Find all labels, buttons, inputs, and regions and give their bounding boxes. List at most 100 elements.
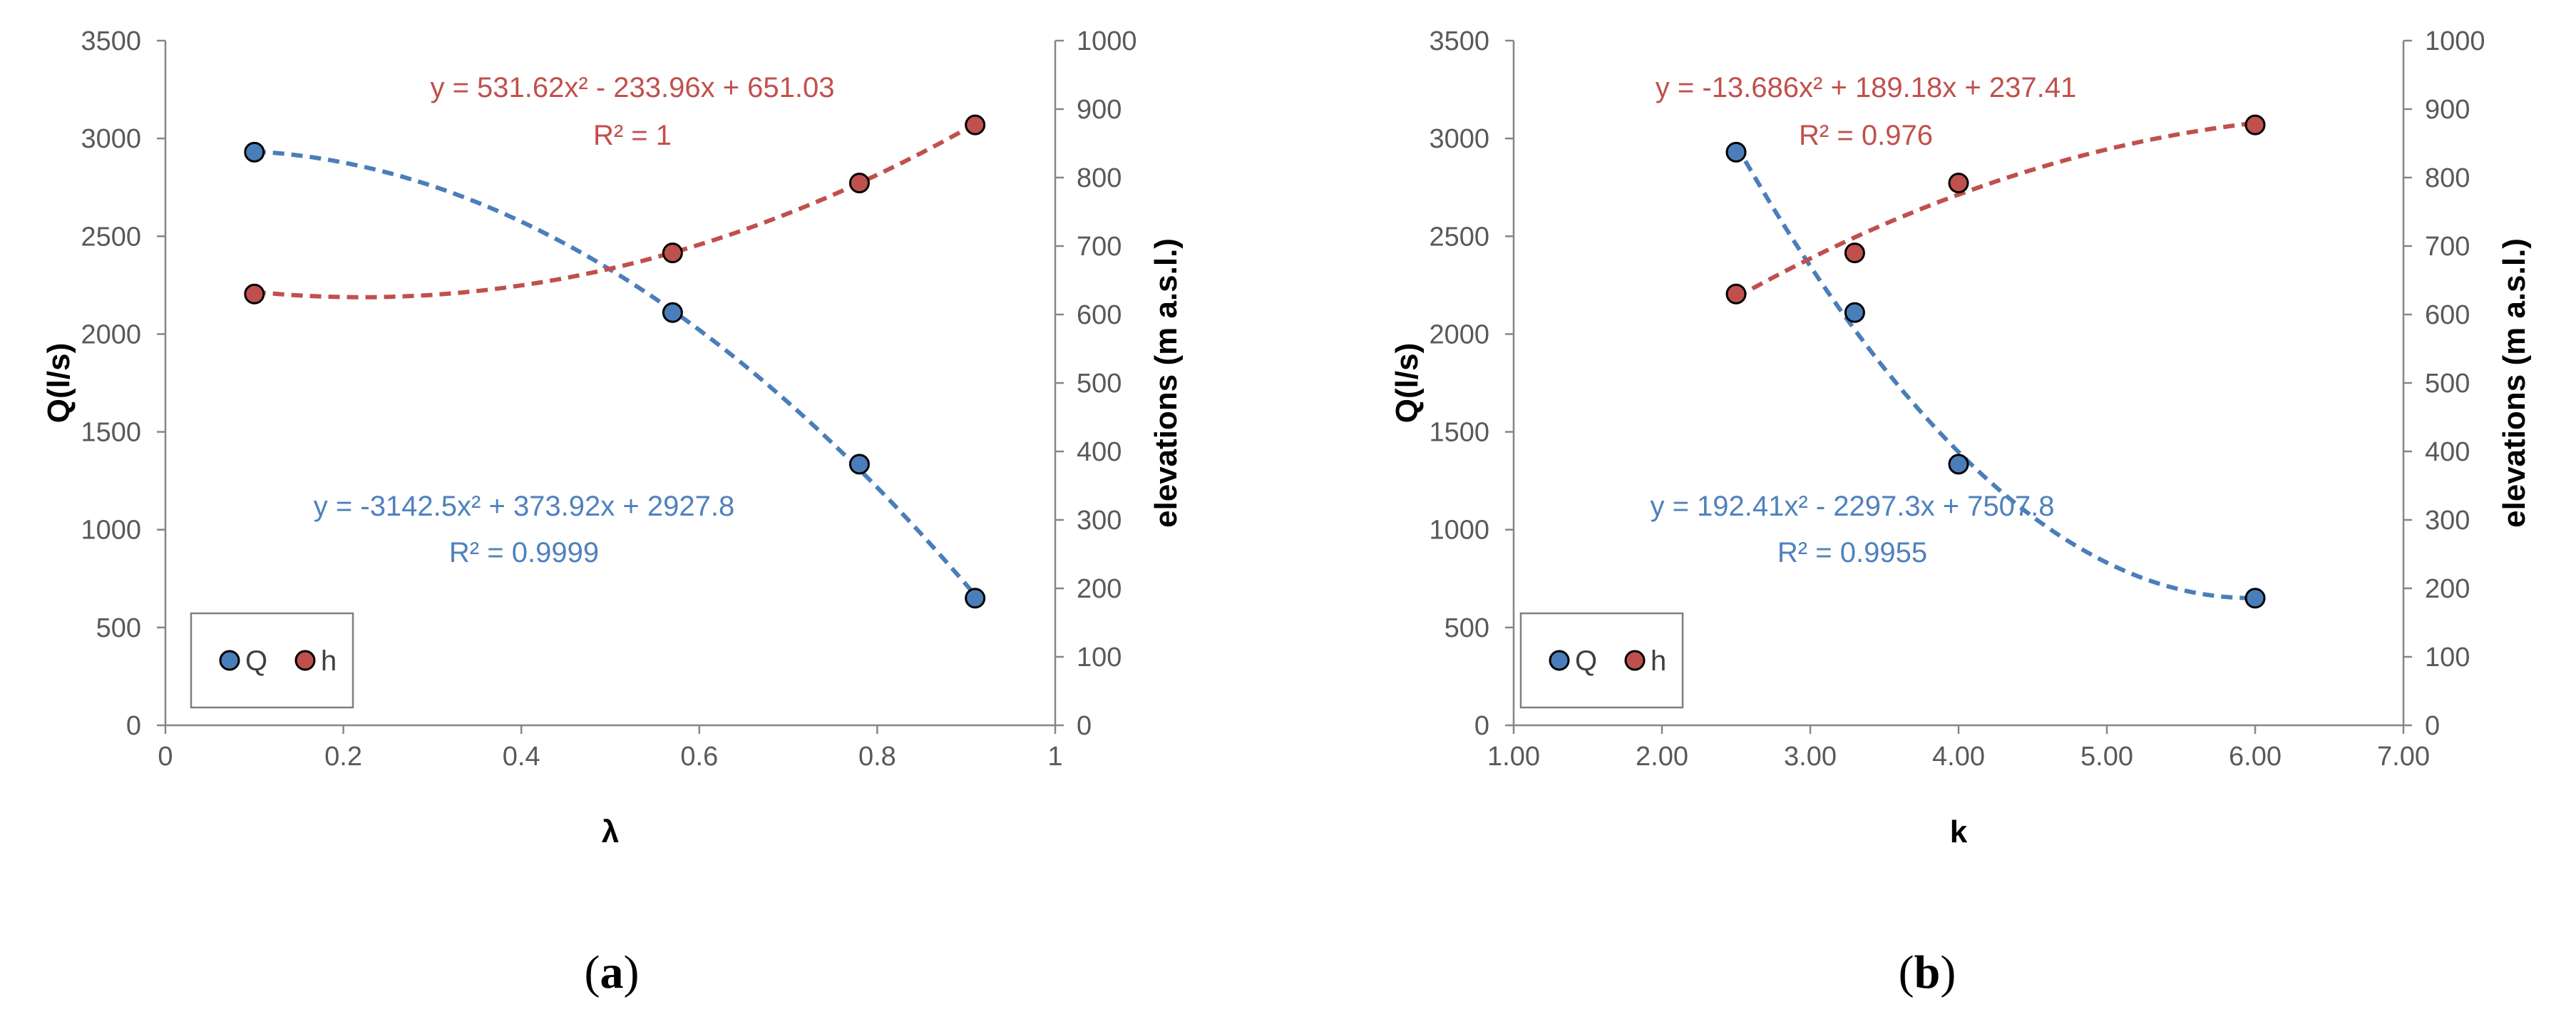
x-tick-label: 0.8 (858, 742, 896, 772)
x-tick-label: 3.00 (1784, 742, 1837, 772)
h-trendline-equation: y = 531.62x² - 233.96x + 651.03 (430, 72, 834, 103)
y-right-tick-label: 600 (2425, 300, 2470, 330)
data-point-h (244, 283, 265, 305)
y-left-tick-label: 3000 (1429, 124, 1489, 154)
legend-box (1519, 612, 1684, 709)
y-right-tick-label: 300 (1077, 506, 1122, 536)
legend-marker-h (1624, 650, 1646, 671)
x-tick-label: 1 (1047, 742, 1062, 772)
y-right-tick-label: 0 (1077, 711, 1092, 741)
legend-label-Q: Q (1575, 645, 1597, 677)
data-point-Q (244, 141, 265, 163)
data-point-h (2244, 114, 2266, 136)
x-axis-title: λ (602, 814, 619, 849)
y-axis-right-title: elevations (m a.s.l.) (1149, 238, 1184, 528)
y-left-tick-label: 1000 (1429, 516, 1489, 546)
panel-label: (a) (585, 946, 640, 998)
x-axis-title: k (1950, 814, 1968, 849)
data-point-h (662, 242, 683, 264)
x-tick-label: 5.00 (2080, 742, 2133, 772)
legend-box (190, 612, 354, 709)
y-right-tick-label: 500 (1077, 369, 1122, 399)
h-trendline-r2: R² = 0.976 (1799, 120, 1933, 151)
y-right-tick-label: 900 (1077, 95, 1122, 125)
legend-label-Q: Q (245, 645, 267, 677)
y-axis-left-title: Q(l/s) (1390, 343, 1425, 423)
y-right-tick-label: 900 (2425, 95, 2470, 125)
legend-marker-Q (219, 650, 240, 671)
legend-label-h: h (1651, 645, 1666, 677)
data-point-Q (1725, 141, 1747, 163)
y-left-tick-label: 500 (1444, 613, 1489, 643)
y-axis-right-title: elevations (m a.s.l.) (2497, 238, 2532, 528)
q-trendline-equation: y = 192.41x² - 2297.3x + 7507.8 (1650, 491, 2054, 522)
x-tick-label: 0 (158, 742, 173, 772)
q-trendline-r2: R² = 0.9999 (449, 537, 599, 568)
y-right-tick-label: 400 (2425, 437, 2470, 467)
data-point-h (1844, 242, 1865, 264)
y-left-tick-label: 3000 (81, 124, 141, 154)
y-right-tick-label: 700 (1077, 232, 1122, 262)
y-right-tick-label: 400 (1077, 437, 1122, 467)
y-right-tick-label: 500 (2425, 369, 2470, 399)
chart-panel-b: 1.00 2.00 3.00 4.00 5.00 6.00 7.00050010001500… (1390, 26, 2532, 998)
data-point-Q (965, 588, 986, 609)
y-right-tick-label: 600 (1077, 300, 1122, 330)
panel-label: (b) (1899, 946, 1956, 998)
trendline-h (1735, 121, 2256, 300)
h-trendline-equation: y = -13.686x² + 189.18x + 237.41 (1656, 72, 2076, 103)
q-trendline-r2: R² = 0.9955 (1777, 537, 1927, 568)
x-tick-label: 0.4 (503, 742, 540, 772)
y-right-tick-label: 800 (2425, 163, 2470, 193)
legend-label-h: h (321, 645, 337, 677)
y-left-tick-label: 1000 (81, 516, 141, 546)
x-tick-label: 2.00 (1636, 742, 1688, 772)
data-point-h (1948, 173, 1969, 194)
data-point-Q (848, 454, 870, 475)
x-tick-label: 4.00 (1932, 742, 1985, 772)
y-right-tick-label: 0 (2425, 711, 2440, 741)
data-point-h (848, 173, 870, 194)
y-right-tick-label: 700 (2425, 232, 2470, 262)
y-right-tick-label: 100 (1077, 643, 1122, 673)
y-left-tick-label: 2000 (1429, 320, 1489, 349)
y-left-tick-label: 1500 (1429, 418, 1489, 448)
trendline-Q (254, 149, 977, 597)
y-right-tick-label: 200 (1077, 574, 1122, 604)
q-trendline-equation: y = -3142.5x² + 373.92x + 2927.8 (314, 491, 734, 522)
y-left-tick-label: 3500 (81, 26, 141, 56)
h-trendline-r2: R² = 1 (593, 120, 672, 151)
y-axis-left-title: Q(l/s) (41, 343, 76, 423)
y-right-tick-label: 800 (1077, 163, 1122, 193)
data-point-Q (1844, 302, 1865, 323)
y-left-tick-label: 0 (126, 711, 141, 741)
legend-marker-Q (1549, 650, 1570, 671)
x-tick-label: 7.00 (2377, 742, 2430, 772)
y-left-tick-label: 1500 (81, 418, 141, 448)
y-right-tick-label: 1000 (2425, 26, 2485, 56)
y-right-tick-label: 1000 (1077, 26, 1137, 56)
data-point-h (965, 114, 986, 136)
data-point-Q (1948, 454, 1969, 475)
y-left-tick-label: 2500 (81, 222, 141, 252)
x-tick-label: 6.00 (2229, 742, 2282, 772)
chart-panel-a: 0 0.2 0.4 0.6 0.8 105001000150020002500300035… (41, 26, 1184, 998)
data-point-h (1725, 283, 1747, 305)
y-left-tick-label: 0 (1474, 711, 1489, 741)
y-left-tick-label: 500 (96, 613, 141, 643)
y-right-tick-label: 100 (2425, 643, 2470, 673)
y-right-tick-label: 300 (2425, 506, 2470, 536)
data-point-Q (2244, 588, 2266, 609)
trendline-Q (1734, 143, 2255, 600)
y-left-tick-label: 2500 (1429, 222, 1489, 252)
x-tick-label: 1.00 (1487, 742, 1540, 772)
x-tick-label: 0.6 (680, 742, 718, 772)
legend-marker-h (294, 650, 316, 671)
y-left-tick-label: 3500 (1429, 26, 1489, 56)
data-point-Q (662, 302, 683, 323)
x-tick-label: 0.2 (324, 742, 362, 772)
